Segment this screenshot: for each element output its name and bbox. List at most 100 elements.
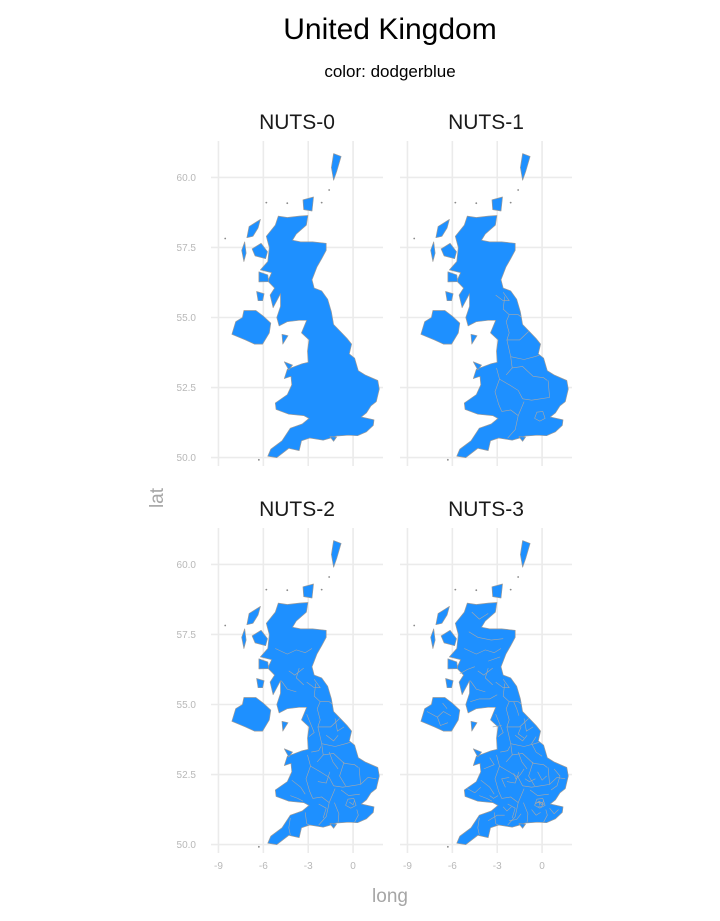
region-border: [499, 765, 523, 786]
island-shape: [435, 606, 450, 626]
region-border: [534, 411, 546, 422]
island-shape: [472, 748, 482, 758]
region-border: [492, 725, 502, 728]
region-border: [495, 292, 510, 301]
region-border: [535, 800, 545, 808]
x-tick-label: -3: [304, 861, 313, 872]
islet-mark: [454, 201, 457, 204]
x-tick-label: -6: [259, 861, 268, 872]
island-shape: [470, 720, 478, 732]
islet-mark: [257, 458, 260, 461]
region-border: [326, 735, 339, 742]
region-border: [505, 339, 513, 376]
region-border: [311, 746, 322, 753]
region-border: [354, 809, 359, 823]
islet-mark: [224, 624, 227, 627]
region-border: [529, 789, 549, 796]
region-border: [509, 701, 523, 705]
islet-mark: [320, 201, 323, 204]
y-tick-label: 52.5: [177, 770, 197, 781]
region-border: [467, 786, 482, 794]
region-border: [340, 789, 360, 796]
land-polygons: [224, 540, 380, 848]
islet-mark: [320, 588, 323, 591]
region-border: [506, 771, 520, 784]
island-shape: [445, 678, 454, 689]
island-shape: [256, 291, 265, 302]
region-border: [502, 683, 510, 727]
region-border: [523, 802, 529, 823]
islet-mark: [517, 189, 520, 191]
island-shape: [331, 153, 342, 181]
region-border: [468, 631, 504, 641]
islet-mark: [265, 201, 268, 204]
region-border: [494, 367, 502, 412]
region-border: [507, 803, 516, 819]
island-shape: [246, 219, 261, 239]
island-shape: [281, 333, 289, 345]
islet-mark: [509, 588, 512, 591]
region-border: [522, 767, 550, 788]
island-shape: [329, 436, 337, 442]
x-tick-label: -9: [214, 861, 223, 872]
x-tick-label: -3: [493, 861, 502, 872]
region-border: [494, 754, 502, 799]
y-tick-label: 52.5: [177, 383, 197, 394]
region-border: [339, 761, 346, 786]
region-border: [464, 648, 502, 655]
x-tick-label: 0: [350, 861, 356, 872]
region-borders: [494, 292, 550, 439]
region-border: [471, 611, 489, 620]
facet-panel-0: NUTS-0 50.0 52.5 55.0 57.5 60.0: [177, 111, 383, 466]
land-polygons: [224, 153, 380, 461]
island-shape: [281, 720, 289, 732]
facet-label: NUTS-0: [259, 111, 335, 134]
region-border: [513, 768, 525, 780]
region-border: [501, 777, 510, 788]
region-border: [512, 366, 548, 381]
region-border: [426, 711, 452, 718]
region-border: [318, 803, 327, 819]
region-border: [281, 680, 297, 693]
region-border: [306, 714, 315, 737]
northern-ireland-shape: [231, 697, 272, 732]
facet-panel-1: NUTS-1: [400, 111, 572, 466]
region-border: [502, 296, 510, 340]
region-border: [505, 726, 513, 763]
islet-mark: [517, 576, 520, 578]
region-border: [480, 779, 495, 795]
great-britain-shape: [260, 602, 380, 845]
region-border: [549, 777, 566, 785]
islet-mark: [446, 845, 449, 848]
region-border: [543, 809, 548, 823]
facet-label: NUTS-2: [259, 498, 335, 521]
region-border: [328, 788, 336, 803]
region-border: [321, 742, 351, 747]
island-shape: [447, 658, 458, 670]
islet-mark: [413, 237, 416, 240]
great-britain-shape: [449, 215, 569, 458]
region-border: [483, 757, 495, 770]
region-border: [477, 667, 493, 676]
region-border: [517, 788, 525, 803]
island-shape: [246, 606, 261, 626]
region-border: [275, 648, 313, 655]
region-border: [528, 761, 535, 786]
island-shape: [283, 748, 293, 758]
y-tick-label: 60.0: [177, 560, 197, 571]
region-border: [499, 378, 523, 399]
region-border: [500, 746, 511, 753]
region-border: [509, 813, 522, 822]
x-axis-title: long: [372, 886, 408, 907]
island-shape: [241, 241, 247, 262]
island-shape: [447, 271, 458, 283]
region-border: [320, 701, 334, 705]
x-tick-label: 0: [539, 861, 545, 872]
region-border: [333, 767, 361, 788]
island-shape: [520, 153, 531, 181]
island-shape: [258, 271, 269, 283]
x-tick-label: -6: [448, 861, 457, 872]
island-shape: [251, 242, 268, 260]
land-polygons: [413, 153, 569, 461]
island-shape: [440, 629, 457, 647]
